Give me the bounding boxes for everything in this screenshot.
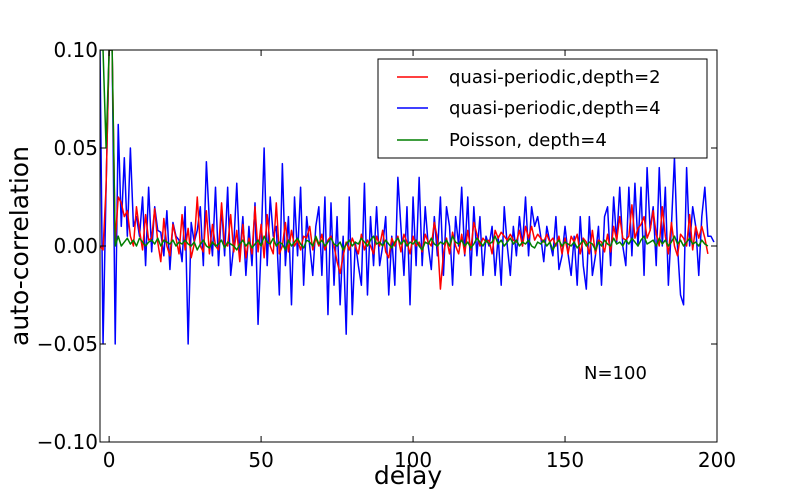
x-tick-label: 100 (394, 448, 432, 472)
y-tick-label: −0.10 (37, 430, 98, 454)
legend-label-poisson: Poisson, depth=4 (449, 130, 607, 151)
y-tick-label: 0.05 (53, 136, 98, 160)
legend-label-depth2: quasi-periodic,depth=2 (449, 67, 661, 88)
y-axis-label: auto-correlation (5, 146, 34, 346)
legend-box (377, 58, 708, 159)
y-tick-label: 0.10 (53, 38, 98, 62)
y-tick-label: −0.05 (37, 332, 98, 356)
series-layer (100, 50, 715, 345)
annotation-n: N=100 (584, 363, 647, 384)
x-axis-label: delay (374, 461, 443, 490)
legend-label-depth4: quasi-periodic,depth=4 (449, 98, 661, 119)
series-line-quasi-periodic-depth-2 (100, 50, 709, 290)
x-tick-label: 0 (103, 448, 116, 472)
series-line-poisson-depth-4 (100, 50, 709, 251)
legend: quasi-periodic,depth=2 quasi-periodic,de… (377, 58, 708, 159)
x-tick-label: 150 (546, 448, 584, 472)
x-tick-label: 200 (698, 448, 736, 472)
tick-layer: 0 50 100 150 200 −0.10 −0.05 0.00 0.05 0.10 (37, 38, 736, 472)
y-tick-label: 0.00 (53, 234, 98, 258)
x-tick-label: 50 (248, 448, 273, 472)
